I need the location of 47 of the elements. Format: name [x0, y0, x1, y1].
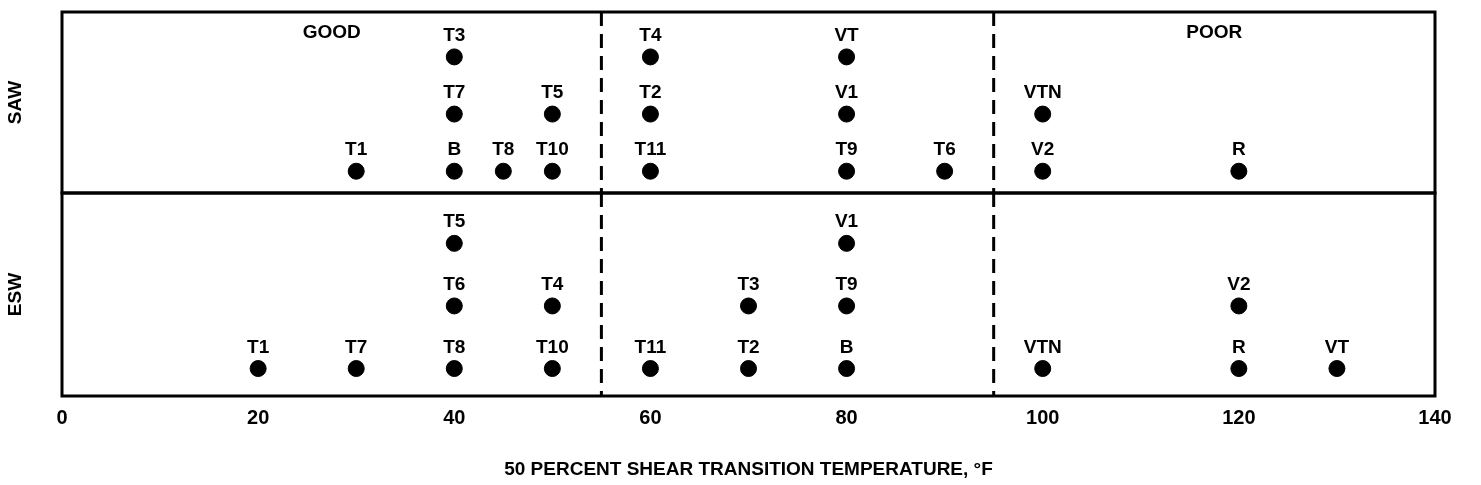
- annotation: T10: [535, 335, 569, 357]
- annotation: T3: [443, 23, 466, 45]
- annotation: B: [839, 335, 854, 357]
- x-tick-label: 120: [1222, 405, 1256, 428]
- x-tick-label: 100: [1026, 405, 1060, 428]
- y-axis-title: ESW: [3, 272, 25, 317]
- annotation: T7: [443, 81, 466, 103]
- x-tick-label: 140: [1418, 405, 1452, 428]
- annotation: V2: [1031, 138, 1055, 160]
- annotation: T9: [835, 138, 858, 160]
- annotation: T5: [541, 81, 564, 103]
- x-tick-label: 60: [639, 405, 662, 428]
- x-tick-label: 0: [56, 405, 68, 428]
- annotation: T1: [345, 138, 368, 160]
- x-tick-label: 40: [443, 405, 466, 428]
- x-axis-title: 50 PERCENT SHEAR TRANSITION TEMPERATURE, °F: [504, 457, 993, 479]
- y-axis-title: SAW: [3, 80, 25, 125]
- annotation: R: [1231, 335, 1246, 357]
- annotation: T8: [443, 335, 466, 357]
- annotation: T6: [933, 138, 956, 160]
- annotation: VTN: [1023, 335, 1062, 357]
- annotation: T10: [535, 138, 569, 160]
- annotation: T2: [639, 81, 662, 103]
- annotation: V1: [834, 81, 859, 103]
- annotation: T7: [345, 335, 368, 357]
- text: GOOD: [302, 21, 361, 42]
- annotation: V2: [1227, 272, 1251, 294]
- text: POOR: [1186, 21, 1243, 42]
- annotation: T9: [835, 272, 858, 294]
- annotation: T8: [492, 138, 515, 160]
- annotation: T11: [634, 138, 667, 160]
- x-tick-label: 80: [835, 405, 858, 428]
- annotation: T4: [639, 23, 662, 45]
- annotation: B: [447, 138, 462, 160]
- annotation: T4: [541, 272, 564, 294]
- annotation: VT: [1324, 335, 1350, 357]
- annotation: T2: [737, 335, 760, 357]
- annotation: T1: [247, 335, 270, 357]
- annotation: V1: [834, 210, 859, 232]
- annotation: VTN: [1023, 81, 1062, 103]
- annotation: T11: [634, 335, 667, 357]
- annotation: T6: [443, 272, 466, 294]
- annotation: R: [1231, 138, 1246, 160]
- annotation: T3: [737, 272, 760, 294]
- annotation: VT: [834, 23, 860, 45]
- x-tick-label: 20: [247, 405, 270, 428]
- annotation: T5: [443, 210, 466, 232]
